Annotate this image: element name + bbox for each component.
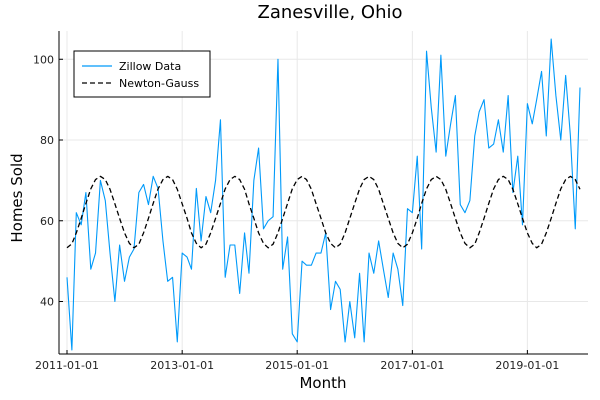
x-axis-title: Month (299, 374, 346, 392)
legend-label: Newton-Gauss (119, 77, 199, 90)
legend-label: Zillow Data (119, 60, 181, 73)
y-tick-label: 60 (40, 215, 54, 228)
legend: Zillow Data Newton-Gauss (73, 50, 211, 98)
legend-box (73, 50, 211, 98)
y-tick-label: 80 (40, 134, 54, 147)
tick-labels: 2011-01-01 2013-01-01 2015-01-01 2017-01-01… (33, 53, 559, 372)
series-line-newton-gauss (66, 175, 581, 249)
x-tick-label: 2017-01-01 (380, 359, 444, 372)
x-tick-label: 2011-01-01 (35, 359, 99, 372)
y-axis-title: Homes Sold (8, 153, 26, 242)
y-tick-label: 40 (40, 296, 54, 309)
x-tick-label: 2015-01-01 (265, 359, 329, 372)
y-tick-label: 100 (33, 53, 54, 66)
series-line-zillow-data (66, 38, 581, 351)
axes (58, 31, 588, 355)
chart-title: Zanesville, Ohio (258, 2, 403, 23)
x-tick-label: 2019-01-01 (495, 359, 559, 372)
plot-area (66, 38, 581, 351)
x-tick-label: 2013-01-01 (150, 359, 214, 372)
